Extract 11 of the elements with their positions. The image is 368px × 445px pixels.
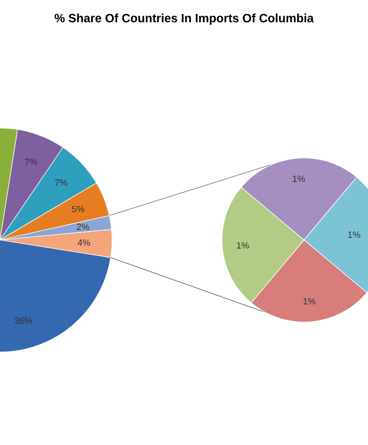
data-label: 7%	[55, 179, 68, 186]
data-label: 36%	[14, 317, 32, 324]
data-label: 1%	[236, 242, 249, 248]
text: % Share Of Countries In Imports Of Columbia	[54, 14, 314, 25]
data-label: 7%	[24, 158, 38, 166]
data-label: 2%	[76, 224, 90, 230]
data-label: 1%	[292, 176, 305, 182]
data-label: 4%	[78, 239, 90, 246]
data-label: 1%	[304, 298, 316, 304]
data-label: 5%	[72, 206, 84, 212]
data-label: 1%	[348, 231, 360, 238]
